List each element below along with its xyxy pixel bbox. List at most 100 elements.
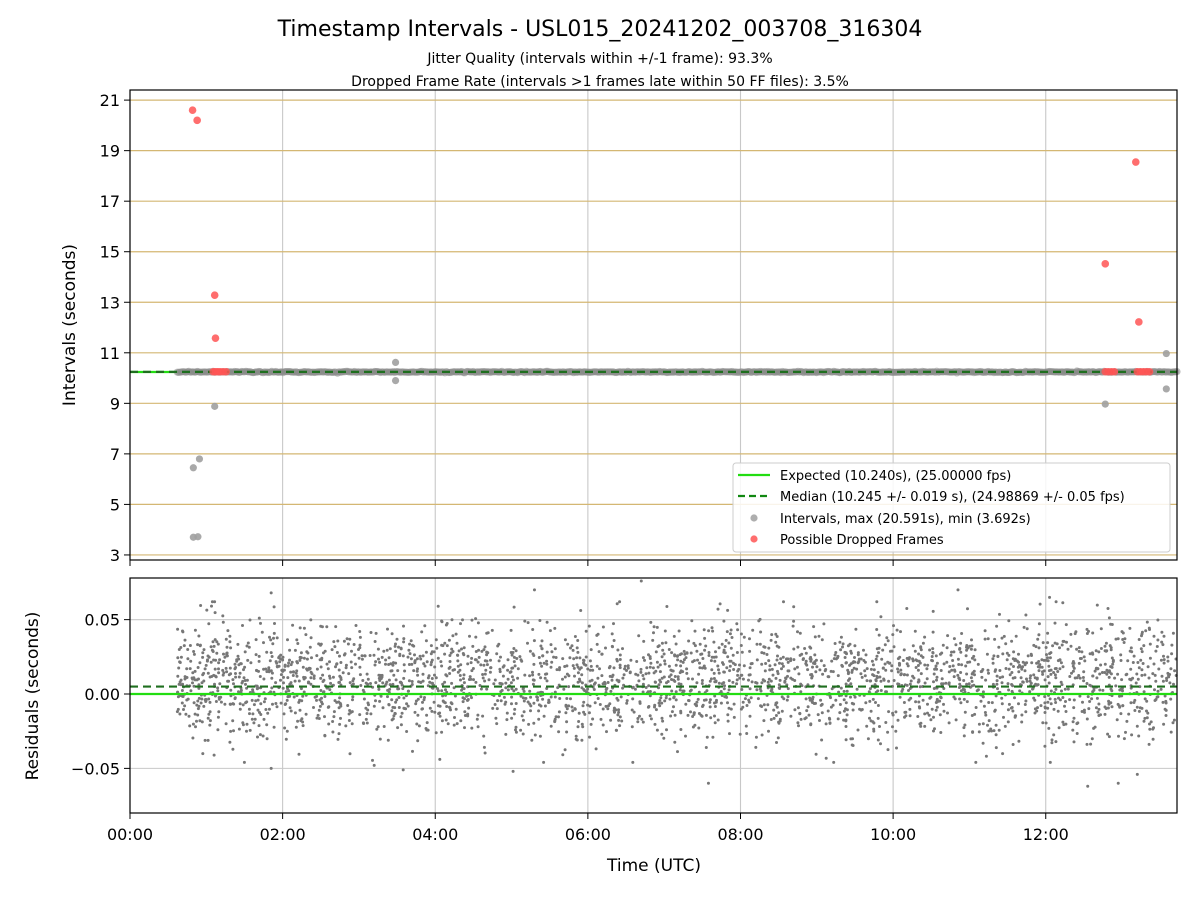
residual-point — [1094, 666, 1098, 670]
residual-point — [470, 618, 474, 622]
residual-point — [1124, 730, 1127, 734]
residual-point — [181, 629, 184, 633]
residual-point — [1121, 704, 1125, 708]
residual-point — [232, 729, 235, 733]
residual-point — [417, 724, 421, 728]
residual-point — [618, 666, 622, 670]
residuals-panel: 0.050.00−0.05 00:00 02:00 04:00 06:00 08:00 1… — [23, 577, 1178, 876]
residual-point — [606, 707, 610, 711]
residual-point — [973, 712, 977, 716]
residual-point — [614, 708, 618, 712]
residual-point — [258, 675, 262, 678]
residual-point — [1039, 704, 1043, 708]
residual-point — [470, 696, 473, 700]
residual-point — [1071, 661, 1075, 665]
residual-point — [408, 652, 412, 656]
dropped-frame-point — [1135, 318, 1143, 326]
residual-point — [822, 664, 826, 668]
residual-point — [229, 672, 233, 676]
residual-point — [728, 732, 731, 736]
residual-point — [1090, 697, 1094, 701]
residual-point — [894, 710, 898, 714]
residual-point — [1144, 629, 1148, 633]
residual-point — [397, 696, 401, 699]
residual-point — [448, 706, 452, 710]
residual-point — [932, 715, 935, 719]
residual-point — [1160, 674, 1164, 678]
residual-point — [868, 716, 871, 720]
residual-point — [258, 733, 262, 737]
residual-point — [715, 698, 718, 702]
residual-point — [386, 695, 389, 699]
residual-point — [792, 619, 796, 623]
residual-point — [1004, 667, 1008, 670]
residual-point — [648, 714, 652, 718]
residual-point — [677, 629, 681, 633]
residual-point — [981, 722, 985, 726]
residual-point — [892, 645, 896, 649]
residual-point — [1117, 734, 1120, 738]
residual-point — [1075, 732, 1079, 735]
residual-point — [1058, 667, 1062, 671]
residual-point — [1052, 733, 1056, 737]
residual-point — [863, 674, 867, 678]
residual-point — [1164, 714, 1168, 717]
residual-point — [1021, 680, 1025, 684]
residual-point — [708, 698, 712, 702]
residual-point — [433, 673, 436, 677]
residual-point — [649, 717, 653, 721]
residual-point — [468, 634, 471, 638]
residual-point — [225, 670, 229, 674]
residual-point — [709, 659, 713, 663]
residual-point — [583, 712, 587, 716]
residual-point — [411, 749, 414, 753]
residual-point — [211, 640, 215, 644]
residual-point — [1061, 639, 1065, 643]
residual-point — [623, 667, 627, 671]
residual-point — [1032, 643, 1036, 647]
residual-point — [206, 671, 210, 675]
residual-point — [575, 646, 579, 650]
residual-point — [623, 664, 627, 668]
residual-point — [419, 695, 423, 699]
residual-point — [663, 629, 667, 633]
residual-point — [803, 717, 807, 721]
residual-point — [932, 729, 935, 733]
residual-point — [306, 651, 310, 655]
residual-point — [286, 638, 289, 642]
residual-point — [1134, 681, 1138, 685]
residual-point — [1066, 687, 1070, 691]
residual-point — [1017, 660, 1020, 664]
residual-point — [855, 687, 859, 691]
residual-point — [1010, 671, 1014, 674]
residual-point — [595, 664, 599, 668]
residual-point — [1017, 670, 1021, 674]
residual-point — [218, 658, 222, 662]
residual-point — [1002, 634, 1006, 638]
residual-point — [831, 670, 835, 674]
residual-point — [1022, 625, 1026, 629]
residual-point — [1066, 647, 1070, 651]
residual-point — [482, 663, 486, 667]
residual-point — [1050, 741, 1054, 745]
residual-point — [836, 674, 840, 678]
residual-point — [726, 719, 730, 723]
residual-point — [378, 737, 382, 741]
residual-point — [842, 689, 846, 693]
residual-point — [665, 605, 669, 608]
residual-point — [176, 690, 180, 694]
residual-point — [1020, 720, 1024, 724]
residual-point — [252, 721, 256, 725]
residual-point — [197, 683, 201, 687]
residual-point — [713, 659, 717, 663]
residual-point — [856, 728, 860, 732]
residual-point — [265, 670, 269, 674]
residual-point — [229, 702, 232, 706]
residual-point — [245, 678, 249, 682]
residual-point — [291, 623, 295, 627]
residual-point — [701, 705, 704, 708]
residual-point — [246, 658, 250, 662]
residual-point — [1075, 722, 1079, 726]
residual-point — [493, 678, 497, 682]
residual-point — [332, 715, 336, 719]
